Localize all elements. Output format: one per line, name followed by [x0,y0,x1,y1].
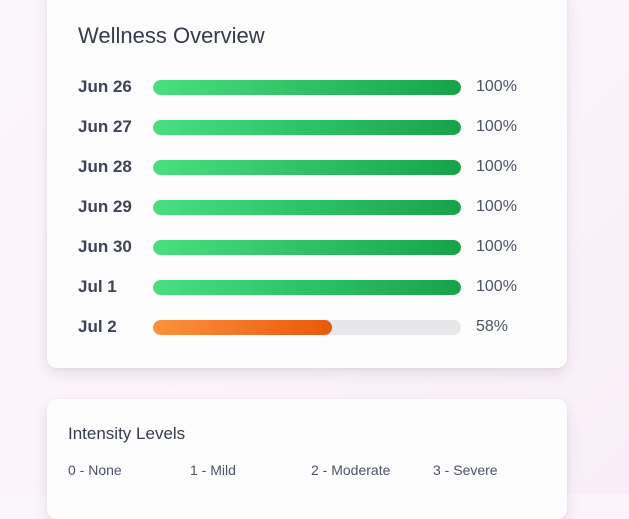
progress-row-jun-29: Jun 29 100% [78,194,538,220]
progress-fill [153,280,461,295]
progress-track [153,320,461,335]
progress-row-percent: 100% [476,158,517,175]
progress-row-jun-26: Jun 26 100% [78,74,538,100]
progress-row-percent: 100% [476,238,517,255]
progress-row-date: Jun 26 [78,77,132,96]
progress-fill [153,120,461,135]
progress-row-date: Jun 28 [78,157,132,176]
progress-row-jun-30: Jun 30 100% [78,234,538,260]
progress-fill [153,80,461,95]
intensity-levels-card: Intensity Levels 0 - None 1 - Mild 2 - M… [47,399,567,519]
progress-row-percent: 100% [476,118,517,135]
progress-track [153,80,461,95]
intensity-level-none: 0 - None [68,462,122,478]
progress-fill [153,320,332,335]
progress-track [153,120,461,135]
progress-row-percent: 58% [476,318,509,335]
intensity-levels-list: 0 - None 1 - Mild 2 - Moderate 3 - Sever… [68,461,548,481]
intensity-level-severe: 3 - Severe [433,462,498,478]
progress-row-percent: 100% [476,198,517,215]
wellness-overview-title: Wellness Overview [78,23,265,48]
progress-row-jul-2: Jul 2 58% [78,314,538,340]
progress-row-percent: 100% [476,78,517,95]
progress-track [153,200,461,215]
progress-row-jun-27: Jun 27 100% [78,114,538,140]
progress-track [153,280,461,295]
progress-track [153,240,461,255]
progress-row-jul-1: Jul 1 100% [78,274,538,300]
progress-fill [153,200,461,215]
progress-row-jun-28: Jun 28 100% [78,154,538,180]
intensity-level-moderate: 2 - Moderate [311,462,391,478]
progress-fill [153,160,461,175]
progress-row-date: Jul 2 [78,317,117,336]
progress-row-date: Jun 27 [78,117,132,136]
progress-fill [153,240,461,255]
progress-row-date: Jun 30 [78,237,132,256]
wellness-overview-card: Wellness Overview Jun 26 100% Jun 27 100… [47,0,567,368]
progress-track [153,160,461,175]
progress-row-date: Jul 1 [78,277,117,296]
progress-row-percent: 100% [476,278,517,295]
intensity-level-mild: 1 - Mild [190,462,236,478]
intensity-levels-title: Intensity Levels [68,424,186,443]
progress-row-date: Jun 29 [78,197,132,216]
